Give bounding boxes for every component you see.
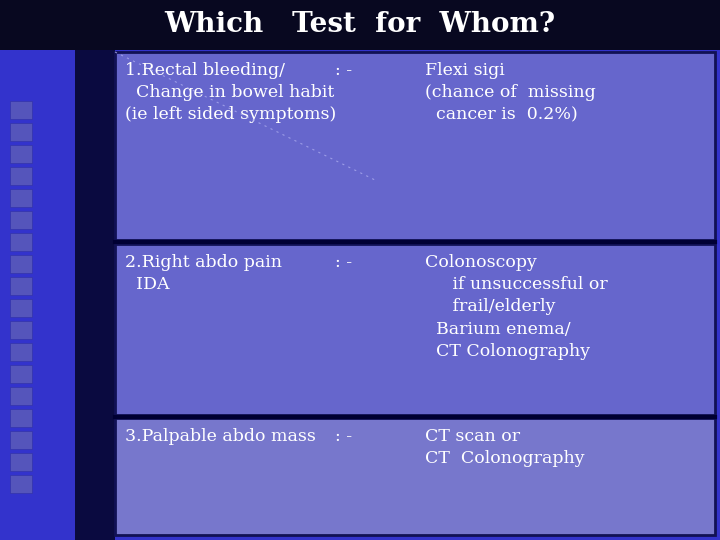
Text: 2.Right abdo pain
  IDA: 2.Right abdo pain IDA — [125, 254, 282, 293]
FancyBboxPatch shape — [10, 255, 32, 273]
FancyBboxPatch shape — [10, 101, 32, 119]
Text: 3.Palpable abdo mass: 3.Palpable abdo mass — [125, 428, 316, 445]
FancyBboxPatch shape — [10, 365, 32, 383]
FancyBboxPatch shape — [10, 475, 32, 493]
Text: : -: : - — [335, 428, 352, 445]
Text: Colonoscopy
     if unsuccessful or
     frail/elderly
  Barium enema/
  CT Colo: Colonoscopy if unsuccessful or frail/eld… — [425, 254, 608, 360]
FancyBboxPatch shape — [115, 244, 715, 415]
FancyBboxPatch shape — [10, 211, 32, 229]
Text: 1.Rectal bleeding/
  Change in bowel habit
(ie left sided symptoms): 1.Rectal bleeding/ Change in bowel habit… — [125, 62, 336, 124]
Polygon shape — [0, 50, 75, 540]
FancyBboxPatch shape — [115, 418, 715, 535]
FancyBboxPatch shape — [10, 277, 32, 295]
FancyBboxPatch shape — [115, 52, 715, 240]
FancyBboxPatch shape — [10, 431, 32, 449]
Text: Flexi sigi
(chance of  missing
  cancer is  0.2%): Flexi sigi (chance of missing cancer is … — [425, 62, 595, 124]
Text: : -: : - — [335, 254, 352, 271]
Polygon shape — [75, 50, 115, 540]
FancyBboxPatch shape — [10, 123, 32, 141]
Text: Which   Test  for  Whom?: Which Test for Whom? — [164, 11, 556, 38]
Polygon shape — [0, 0, 720, 50]
FancyBboxPatch shape — [10, 343, 32, 361]
FancyBboxPatch shape — [10, 189, 32, 207]
FancyBboxPatch shape — [10, 387, 32, 405]
Text: CT scan or
CT  Colonography: CT scan or CT Colonography — [425, 428, 585, 467]
FancyBboxPatch shape — [10, 233, 32, 251]
FancyBboxPatch shape — [10, 453, 32, 471]
FancyBboxPatch shape — [10, 167, 32, 185]
FancyBboxPatch shape — [10, 145, 32, 163]
FancyBboxPatch shape — [10, 321, 32, 339]
FancyBboxPatch shape — [10, 299, 32, 317]
FancyBboxPatch shape — [10, 409, 32, 427]
Text: : -: : - — [335, 62, 352, 79]
